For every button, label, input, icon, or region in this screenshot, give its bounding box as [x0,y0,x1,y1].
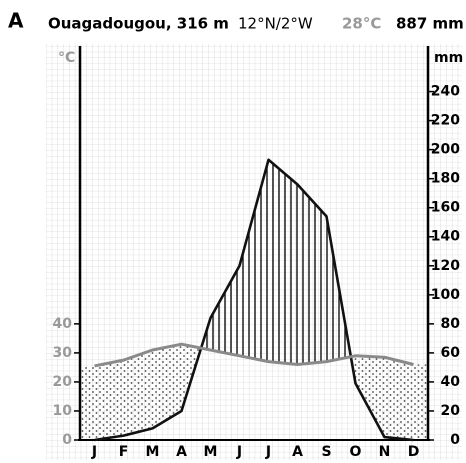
chart-title: Ouagadougou, 316 m [48,15,229,33]
x-tick-label: A [176,444,187,460]
y-tick-label: 120 [431,258,460,274]
x-tick-label: F [119,444,129,460]
x-tick-label: N [379,444,391,460]
x-tick-label: M [146,444,160,460]
x-tick-label: S [321,444,331,460]
annual-precipitation: 887 mm [396,15,464,33]
y-tick-label: 140 [431,229,460,245]
y-tick-label: 40 [441,374,461,390]
y-tick-label: 200 [431,142,460,158]
y-axis-label: mm [434,50,463,66]
y2-tick-label: 10 [53,403,73,419]
y-tick-label: 160 [431,200,460,216]
y2-axis-label: °C [58,50,75,66]
x-tick-label: D [408,444,420,460]
x-tick-label: A [292,444,303,460]
coordinates: 12°N/2°W [238,15,313,33]
x-tick-label: O [350,444,362,460]
y2-tick-label: 20 [53,374,73,390]
x-tick-label: J [265,444,271,460]
temperature-line [94,342,414,368]
y-tick-label: 180 [431,171,460,187]
y-tick-label: 100 [431,287,460,303]
precipitation-line [94,158,414,442]
mean-temperature: 28°C [342,15,381,33]
y-tick-label: 20 [441,403,461,419]
x-tick-label: J [91,444,97,460]
y2-tick-label: 40 [53,316,73,332]
y-tick-label: 0 [450,432,460,448]
y-tick-label: 220 [431,113,460,129]
y2-tick-label: 30 [53,345,73,361]
y-tick-label: 80 [441,316,461,332]
x-tick-label: M [204,444,218,460]
y-tick-label: 240 [431,84,460,100]
x-tick-label: J [236,444,242,460]
panel-label: A [8,9,24,33]
y2-tick-label: 0 [62,432,72,448]
y-tick-label: 60 [441,345,461,361]
